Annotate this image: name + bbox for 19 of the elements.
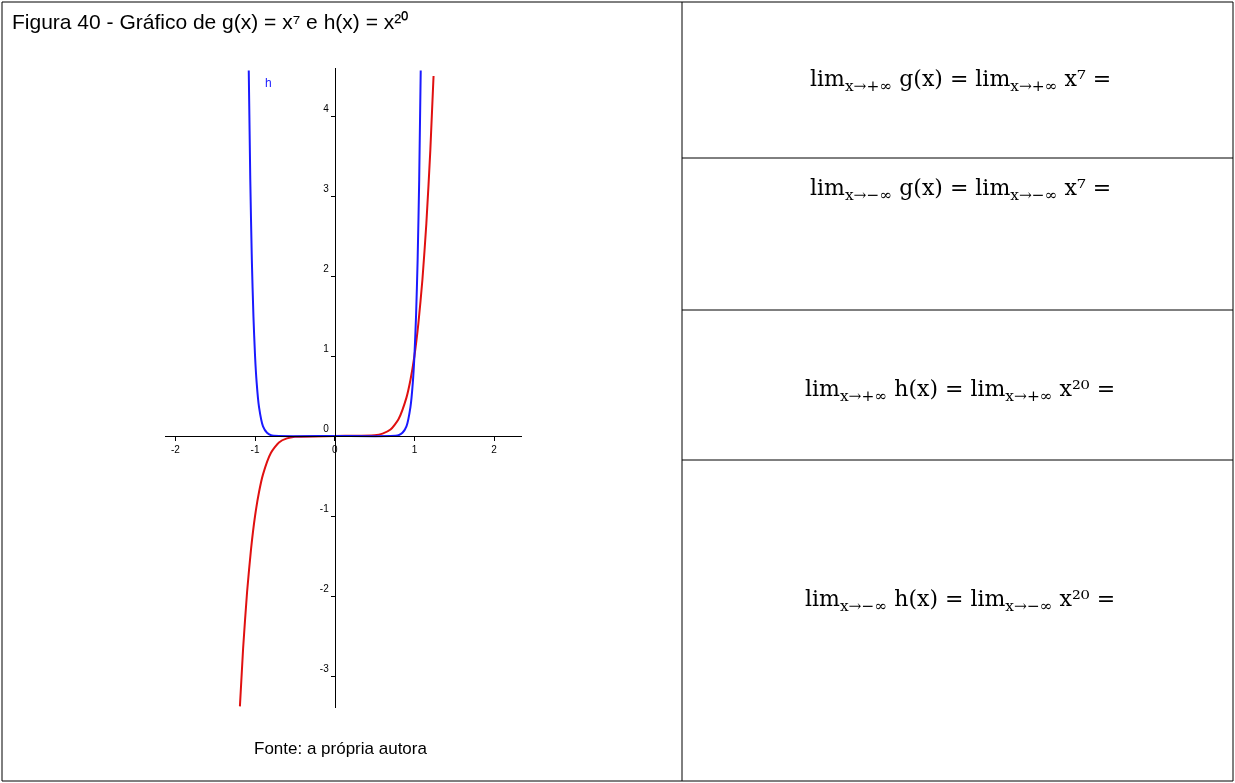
text: lim$_{x→−∞}$ h(x) = lim$_{x→−∞}$ x²⁰ = bbox=[805, 586, 1116, 615]
y-tick-label: 0 bbox=[323, 422, 330, 434]
series-label: h bbox=[265, 76, 272, 90]
y-tick-label: 4 bbox=[323, 102, 330, 114]
y-tick-label: 1 bbox=[323, 342, 330, 354]
text: lim$_{x→+∞}$ g(x) = lim$_{x→+∞}$ x⁷ = bbox=[810, 66, 1112, 95]
y-tick-label: 3 bbox=[323, 182, 330, 194]
x-tick-label: 2 bbox=[491, 444, 498, 455]
x-tick-label: 1 bbox=[411, 444, 418, 455]
y-tick-label: -2 bbox=[319, 582, 330, 594]
text: lim$_{x→−∞}$ g(x) = lim$_{x→−∞}$ x⁷ = bbox=[810, 175, 1112, 204]
y-tick-label: -3 bbox=[319, 662, 330, 674]
x-tick-label: -2 bbox=[170, 444, 181, 455]
text: lim$_{x→+∞}$ h(x) = lim$_{x→+∞}$ x²⁰ = bbox=[805, 376, 1116, 405]
x-tick-label: -1 bbox=[250, 444, 260, 455]
y-tick-label: -1 bbox=[319, 502, 330, 514]
chart-title: Figura 40 - Gráfico de g(x) = x⁷ e h(x) = x²⁰ bbox=[12, 10, 409, 33]
y-tick-label: 2 bbox=[323, 262, 330, 274]
source-note: Fonte: a própria autora bbox=[254, 739, 428, 758]
